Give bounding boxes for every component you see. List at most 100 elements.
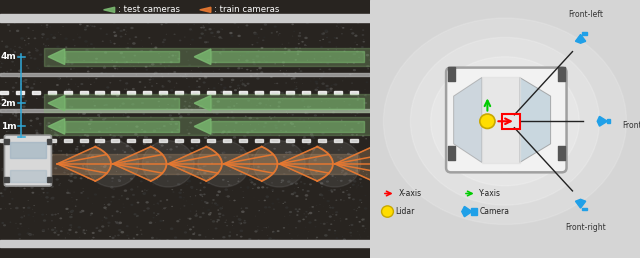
- Circle shape: [229, 86, 232, 88]
- Circle shape: [342, 138, 344, 140]
- Circle shape: [339, 158, 342, 159]
- Circle shape: [289, 215, 291, 216]
- Circle shape: [127, 141, 131, 143]
- Circle shape: [344, 49, 346, 50]
- Circle shape: [189, 228, 192, 230]
- Bar: [44, 48, 372, 66]
- Circle shape: [296, 86, 297, 87]
- Circle shape: [165, 174, 167, 176]
- Circle shape: [234, 200, 236, 201]
- Circle shape: [163, 62, 165, 63]
- Circle shape: [46, 27, 48, 28]
- Circle shape: [19, 158, 20, 159]
- Circle shape: [170, 123, 172, 125]
- Circle shape: [326, 88, 330, 90]
- Ellipse shape: [253, 141, 305, 187]
- Circle shape: [125, 113, 127, 114]
- Circle shape: [328, 98, 330, 99]
- Circle shape: [178, 143, 180, 144]
- Circle shape: [362, 34, 364, 36]
- Circle shape: [196, 173, 199, 176]
- Circle shape: [92, 75, 93, 76]
- Circle shape: [196, 93, 200, 95]
- Circle shape: [94, 142, 95, 143]
- Circle shape: [126, 154, 129, 157]
- Circle shape: [327, 18, 329, 19]
- Circle shape: [21, 48, 22, 49]
- Circle shape: [238, 91, 241, 93]
- Circle shape: [211, 244, 214, 246]
- Circle shape: [233, 105, 236, 107]
- Circle shape: [60, 129, 61, 130]
- Circle shape: [33, 171, 35, 172]
- Circle shape: [123, 178, 125, 180]
- Circle shape: [67, 60, 69, 62]
- Circle shape: [243, 197, 244, 198]
- Circle shape: [26, 232, 29, 235]
- Circle shape: [124, 189, 127, 192]
- Circle shape: [257, 148, 258, 149]
- Circle shape: [195, 107, 196, 108]
- Circle shape: [118, 199, 120, 200]
- Circle shape: [350, 29, 352, 30]
- Circle shape: [285, 206, 289, 209]
- Circle shape: [151, 237, 154, 239]
- Circle shape: [74, 176, 77, 179]
- Circle shape: [70, 78, 72, 80]
- Circle shape: [344, 50, 346, 52]
- Circle shape: [346, 190, 348, 191]
- Circle shape: [12, 61, 14, 63]
- Circle shape: [104, 72, 107, 74]
- Circle shape: [248, 117, 252, 119]
- Circle shape: [83, 60, 84, 61]
- Circle shape: [234, 228, 235, 229]
- Circle shape: [84, 29, 87, 31]
- Circle shape: [170, 228, 173, 230]
- Circle shape: [77, 86, 79, 87]
- Circle shape: [326, 151, 330, 153]
- Circle shape: [54, 232, 56, 233]
- Circle shape: [116, 92, 119, 94]
- Circle shape: [305, 211, 308, 213]
- Circle shape: [117, 154, 118, 155]
- Circle shape: [120, 176, 122, 178]
- Circle shape: [234, 126, 236, 127]
- Circle shape: [25, 82, 27, 83]
- Circle shape: [132, 88, 134, 90]
- Circle shape: [186, 109, 188, 110]
- Circle shape: [321, 132, 324, 135]
- Circle shape: [31, 187, 34, 189]
- Circle shape: [31, 177, 33, 178]
- Circle shape: [190, 72, 192, 73]
- Circle shape: [329, 205, 330, 206]
- Circle shape: [111, 215, 113, 216]
- Polygon shape: [168, 147, 222, 181]
- Circle shape: [161, 144, 164, 147]
- Circle shape: [73, 68, 75, 69]
- Circle shape: [99, 94, 102, 96]
- Circle shape: [102, 158, 104, 160]
- Circle shape: [278, 92, 281, 93]
- Circle shape: [15, 186, 17, 187]
- Circle shape: [345, 77, 346, 78]
- Bar: [582, 208, 587, 210]
- Circle shape: [356, 134, 358, 136]
- Circle shape: [102, 41, 104, 42]
- Bar: [44, 117, 372, 135]
- Circle shape: [257, 69, 258, 70]
- Circle shape: [26, 140, 28, 141]
- Circle shape: [90, 84, 92, 85]
- Circle shape: [198, 37, 202, 39]
- Circle shape: [247, 100, 250, 102]
- Circle shape: [126, 198, 129, 200]
- Circle shape: [342, 191, 344, 193]
- Circle shape: [236, 234, 238, 236]
- Circle shape: [75, 206, 77, 207]
- Circle shape: [101, 225, 104, 228]
- Circle shape: [49, 19, 51, 21]
- Circle shape: [166, 149, 168, 150]
- Circle shape: [283, 65, 284, 66]
- Circle shape: [99, 116, 100, 117]
- Circle shape: [295, 182, 298, 185]
- Circle shape: [42, 174, 45, 176]
